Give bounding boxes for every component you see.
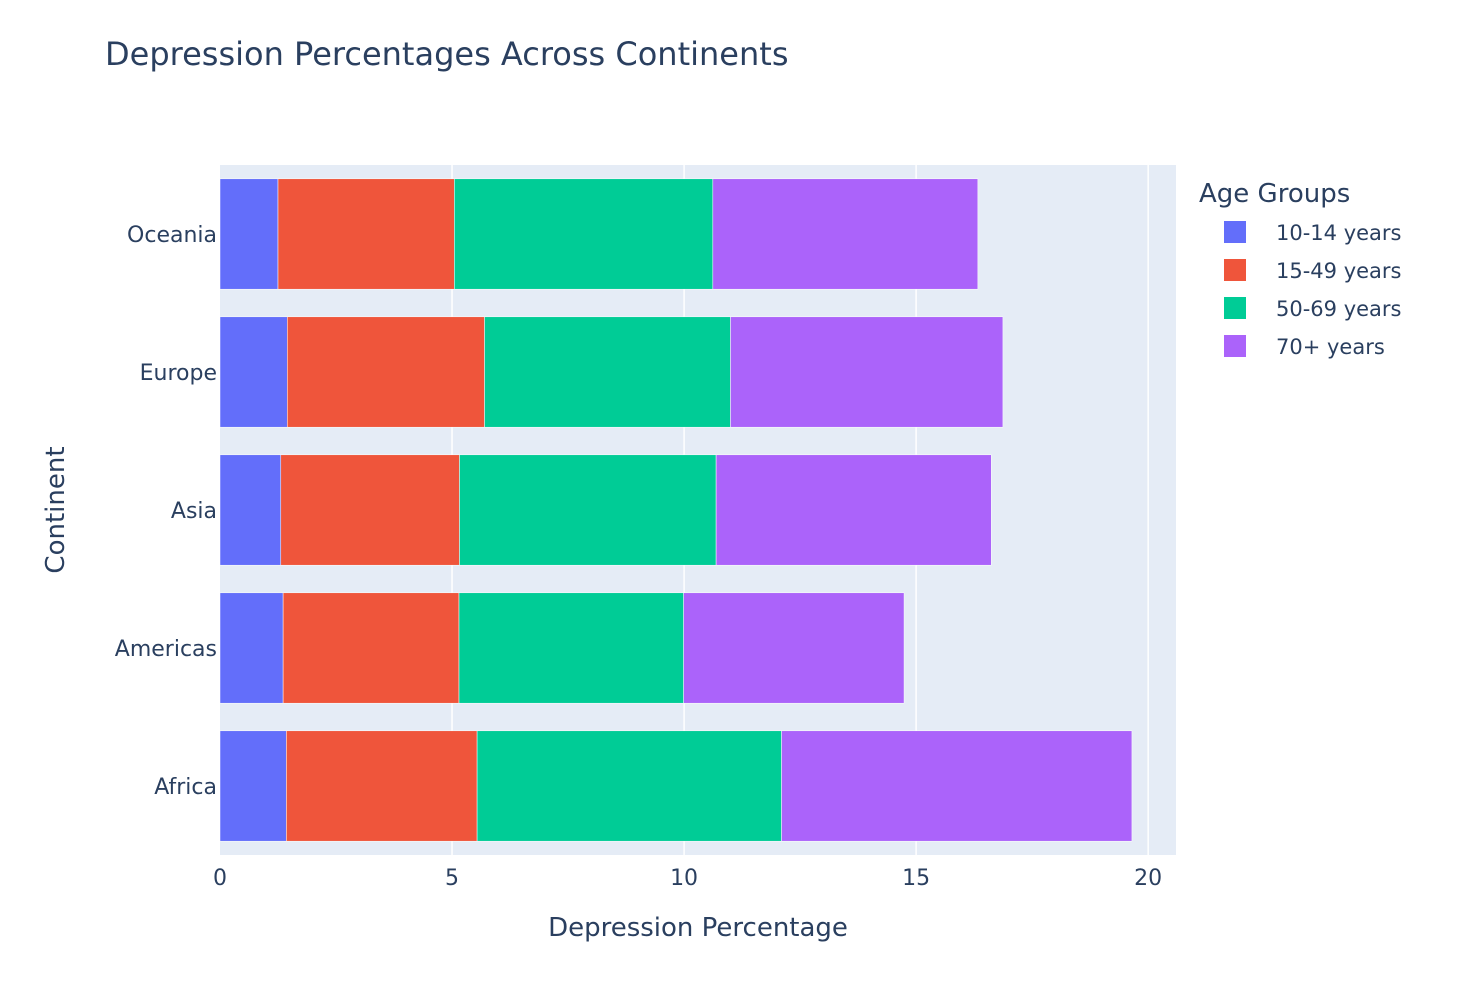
x-tick-label: 5 <box>445 866 459 891</box>
chart-title: Depression Percentages Across Continents <box>105 35 788 73</box>
bar-oceania-1[interactable] <box>219 178 279 290</box>
bar-asia-1[interactable] <box>219 454 282 566</box>
y-tick-label: Asia <box>171 499 217 524</box>
bar-americas-4[interactable] <box>683 592 905 704</box>
x-tick-label: 20 <box>1134 866 1162 891</box>
bar-europe-4[interactable] <box>730 316 1004 428</box>
legend-swatch <box>1224 297 1246 319</box>
bar-europe-3[interactable] <box>484 316 731 428</box>
bar-africa-3[interactable] <box>476 730 782 842</box>
bar-oceania-2[interactable] <box>277 178 455 290</box>
y-tick-label: Oceania <box>127 223 217 248</box>
x-tick-labels: 0 5 10 15 20 <box>213 866 1162 891</box>
legend-title: Age Groups <box>1199 179 1350 209</box>
bar-asia-2[interactable] <box>280 454 460 566</box>
legend-item-label: 50-69 years <box>1276 297 1402 321</box>
y-axis-title: Continent <box>41 446 71 573</box>
y-tick-label: Africa <box>154 775 217 800</box>
y-tick-label: Europe <box>140 361 217 386</box>
x-tick-label: 15 <box>902 866 930 891</box>
x-axis-title: Depression Percentage <box>548 913 848 943</box>
bar-europe-1[interactable] <box>219 316 288 428</box>
bar-oceania-3[interactable] <box>454 178 714 290</box>
bar-africa-4[interactable] <box>781 730 1133 842</box>
legend-item-label: 70+ years <box>1276 335 1385 359</box>
bar-africa-1[interactable] <box>219 730 287 842</box>
y-tick-label: Americas <box>115 637 217 662</box>
bar-asia-3[interactable] <box>459 454 717 566</box>
bar-asia-4[interactable] <box>715 454 992 566</box>
bar-oceania-4[interactable] <box>712 178 979 290</box>
legend-item-label: 10-14 years <box>1276 221 1402 245</box>
bar-americas-1[interactable] <box>219 592 284 704</box>
bars <box>219 178 1133 842</box>
bar-americas-3[interactable] <box>458 592 684 704</box>
bar-americas-2[interactable] <box>282 592 460 704</box>
x-tick-label: 10 <box>670 866 698 891</box>
bar-europe-2[interactable] <box>287 316 485 428</box>
legend-item-label: 15-49 years <box>1276 259 1402 283</box>
bar-africa-2[interactable] <box>286 730 478 842</box>
x-tick-label: 0 <box>213 866 227 891</box>
legend-swatch <box>1224 221 1246 243</box>
legend[interactable]: Age Groups 10-14 years 15-49 years 50-69 y… <box>1199 179 1402 359</box>
y-tick-labels: Africa Americas Asia Europe Oceania <box>115 223 217 800</box>
legend-swatch <box>1224 259 1246 281</box>
legend-swatch <box>1224 335 1246 357</box>
